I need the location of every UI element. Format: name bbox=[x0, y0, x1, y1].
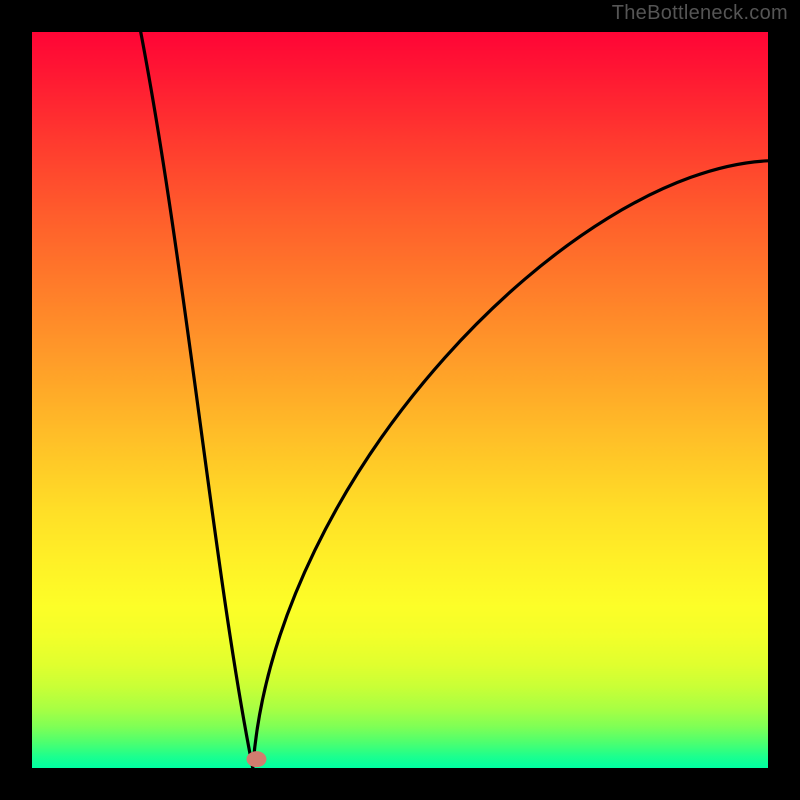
gradient-plot-background bbox=[32, 32, 768, 768]
site-watermark: TheBottleneck.com bbox=[612, 2, 788, 25]
